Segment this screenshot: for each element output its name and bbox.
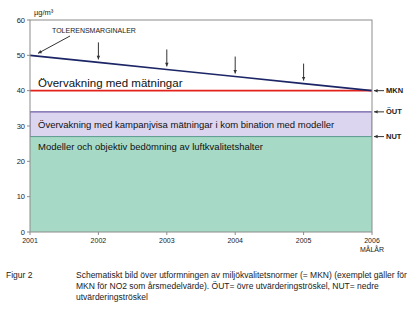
arrow-head xyxy=(165,63,168,67)
arrow xyxy=(302,64,305,81)
arrow-shaft xyxy=(38,36,70,53)
y-tick xyxy=(27,161,30,162)
x-tick xyxy=(303,232,304,235)
band-label: Övervakning med kampanjvisa mätningar i … xyxy=(38,119,334,130)
arrow-head xyxy=(233,70,236,74)
x-tick-label: 2001 xyxy=(22,237,38,244)
arrow-head xyxy=(97,56,100,60)
threshold-line xyxy=(30,111,372,112)
x-tick xyxy=(166,232,167,235)
arrow-head xyxy=(374,110,378,113)
threshold-label: ÖUT xyxy=(386,107,402,116)
plot-area xyxy=(30,55,372,232)
y-tick-label: 30 xyxy=(17,122,25,131)
x-tick-label: 2003 xyxy=(159,237,175,244)
y-tick-label: 40 xyxy=(17,86,25,95)
arrow xyxy=(374,135,384,138)
x-tick-label: 2002 xyxy=(91,237,107,244)
target-label: MÅLÅR xyxy=(360,245,384,253)
arrow xyxy=(97,42,100,59)
x-tick xyxy=(372,232,373,235)
band-label: Modeller och objektiv bedömning av luftk… xyxy=(38,141,263,152)
arrow-head xyxy=(38,50,42,53)
y-tick-label: 20 xyxy=(17,157,25,166)
arrow xyxy=(165,49,168,66)
y-tick xyxy=(27,20,30,21)
y-tick-label: 10 xyxy=(17,192,25,201)
x-tick-label: 2005 xyxy=(296,237,312,244)
arrow xyxy=(374,110,384,113)
y-tick xyxy=(27,196,30,197)
y-tick-label: 0 xyxy=(21,228,25,237)
x-tick-label: 2004 xyxy=(227,237,243,244)
threshold-line xyxy=(30,136,372,137)
y-tick xyxy=(27,126,30,127)
y-tick-label: 50 xyxy=(17,51,25,60)
band xyxy=(30,137,372,232)
arrow-head xyxy=(374,89,378,92)
series-label: TOLERENSMARGINALER xyxy=(52,27,136,34)
y-axis-label: µg/m³ xyxy=(34,8,54,17)
threshold-label: NUT xyxy=(386,132,402,141)
arrow-head xyxy=(374,135,378,138)
arrow xyxy=(233,57,236,74)
y-tick xyxy=(27,90,30,91)
band xyxy=(30,112,372,137)
x-tick xyxy=(235,232,236,235)
threshold-note: Övervakning med mätningar xyxy=(38,77,183,89)
y-tick xyxy=(27,55,30,56)
x-tick-label: 2006 xyxy=(364,237,380,244)
caption: Schematiskt bild över utformningen av mi… xyxy=(76,270,410,303)
arrow-head xyxy=(302,77,305,81)
threshold-label: MKN xyxy=(386,86,403,95)
arrow xyxy=(38,36,70,53)
threshold-line xyxy=(30,90,372,92)
x-tick xyxy=(98,232,99,235)
plot-background xyxy=(30,20,372,232)
figure-label: Figur 2 xyxy=(6,270,72,281)
chart: Övervakning med kampanjvisa mätningar i … xyxy=(0,0,415,314)
arrow xyxy=(374,89,384,92)
y-tick-label: 60 xyxy=(17,16,25,25)
x-tick xyxy=(30,232,31,235)
plot-frame xyxy=(30,20,372,232)
series-line xyxy=(30,55,372,90)
